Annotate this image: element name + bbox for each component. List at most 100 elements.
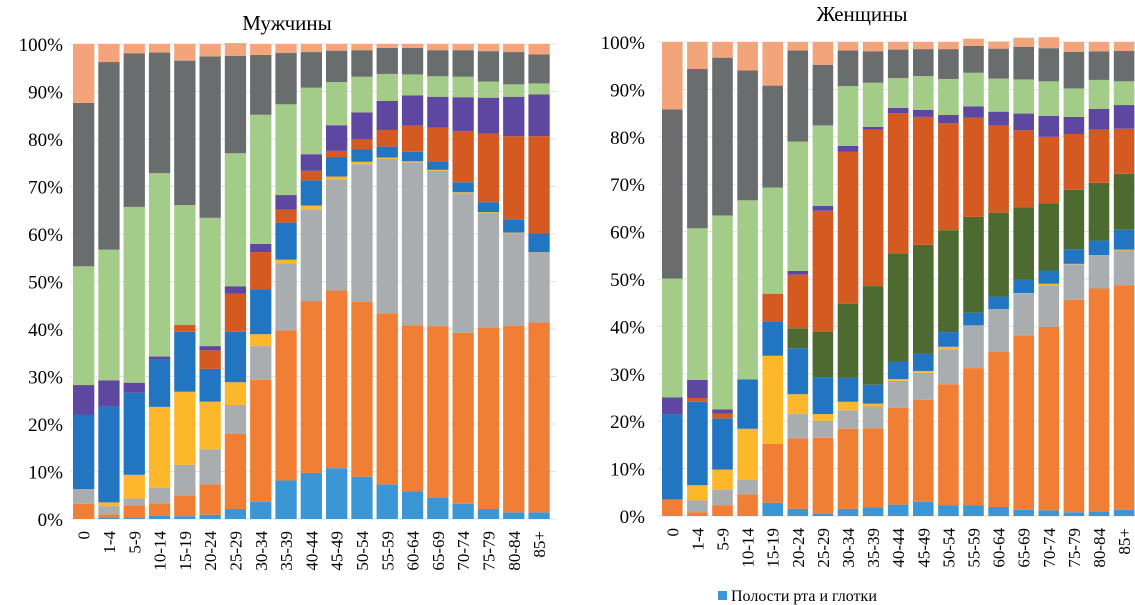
chart-men: Мужчины 0% 10% 20% 30% 40% 50% 60% 70% 80% 90% 100… — [19, 11, 556, 571]
bar-stack-40-44 — [300, 44, 322, 519]
bar-segment-s2 — [326, 179, 348, 291]
bar-segment-s3 — [452, 192, 474, 194]
x-axis-women: 0 1-4 5-9 10-14 15-19 20-24 25-29 30-34 35-39 40-… — [663, 528, 1134, 568]
bar-segment-s9 — [401, 47, 424, 75]
bar-segment-s4 — [963, 312, 984, 326]
bar-segment-s6 — [812, 210, 834, 332]
bar-segment-s7 — [963, 106, 984, 118]
bar-segment-s4 — [351, 149, 373, 162]
bar-segment-s0 — [988, 506, 1009, 516]
bars-women — [662, 37, 1135, 516]
y-tick-label: 10% — [610, 460, 645, 481]
legend-swatch-oral-cavity — [718, 591, 727, 600]
bar-segment-s10 — [250, 44, 272, 55]
bar-segment-s10 — [224, 43, 247, 56]
bar-segment-s4 — [787, 348, 809, 395]
bar-stack-15-19 — [174, 44, 196, 519]
bar-segment-s1 — [762, 443, 783, 503]
bar-segment-s7 — [351, 112, 373, 139]
bar-segment-s10 — [275, 44, 297, 54]
bar-segment-s10 — [812, 42, 834, 65]
bar-segment-s9 — [963, 45, 984, 73]
bar-stack-50-54 — [351, 44, 373, 519]
bar-segment-s10 — [477, 44, 500, 52]
x-tick-label: 85+ — [530, 531, 549, 558]
bar-segment-s4 — [401, 151, 424, 162]
bar-segment-s6 — [837, 151, 859, 304]
bar-segment-s10 — [988, 41, 1009, 49]
bar-segment-s3 — [275, 259, 297, 264]
bar-segment-s4 — [988, 296, 1009, 310]
bar-segment-s10 — [148, 44, 171, 53]
bar-segment-s7 — [452, 97, 474, 131]
bar-segment-s8 — [1038, 81, 1060, 116]
x-tick-label: 5-9 — [125, 531, 144, 554]
bar-segment-s10 — [73, 44, 95, 103]
bar-segment-s3 — [98, 502, 120, 507]
bar-segment-s3 — [123, 474, 145, 499]
bar-segment-s1 — [452, 332, 474, 504]
bar-segment-s2 — [477, 213, 500, 328]
bar-segment-s5 — [1063, 189, 1085, 250]
bar-segment-s7 — [887, 107, 909, 114]
bar-segment-s8 — [737, 200, 758, 380]
bar-segment-s3 — [687, 485, 708, 501]
bar-stack-35-39 — [275, 44, 297, 519]
y-tick-label: 30% — [28, 368, 63, 389]
bar-segment-s3 — [812, 414, 834, 421]
bar-segment-s2 — [275, 263, 297, 331]
bar-segment-s3 — [503, 232, 525, 234]
bar-segment-s3 — [199, 401, 221, 450]
x-tick-label: 1-4 — [688, 528, 707, 551]
bar-segment-s9 — [376, 47, 398, 74]
bar-segment-s8 — [1113, 81, 1135, 106]
bar-segment-s1 — [812, 437, 834, 514]
bar-segment-s1 — [712, 505, 733, 516]
bar-segment-s1 — [528, 322, 550, 513]
bar-segment-s1 — [401, 325, 424, 492]
bar-segment-s4 — [1088, 240, 1110, 256]
bar-stack-60-64 — [988, 41, 1009, 516]
legend: Полости рта и глотки — [718, 588, 877, 605]
bar-segment-s1 — [862, 428, 884, 508]
bar-segment-s7 — [224, 286, 247, 294]
bar-segment-s7 — [1013, 113, 1034, 131]
bar-stack-85+ — [1113, 42, 1135, 516]
bar-segment-s4 — [1013, 279, 1034, 294]
x-tick-label: 10-14 — [739, 528, 758, 568]
bar-segment-s7 — [73, 385, 95, 415]
bar-segment-s5 — [1038, 203, 1060, 271]
bar-segment-s0 — [224, 509, 247, 519]
bar-segment-s5 — [1013, 207, 1034, 280]
bar-segment-s2 — [148, 487, 171, 504]
bar-stack-75-79 — [477, 44, 500, 519]
bar-segment-s9 — [1013, 46, 1034, 80]
bar-segment-s9 — [98, 62, 120, 250]
bar-segment-s8 — [300, 87, 322, 155]
bar-segment-s6 — [1088, 129, 1110, 183]
bar-segment-s6 — [762, 293, 783, 322]
bar-segment-s10 — [199, 44, 221, 57]
bar-segment-s2 — [224, 405, 247, 434]
y-tick-label: 70% — [610, 175, 645, 196]
bar-segment-s4 — [199, 368, 221, 402]
bar-segment-s4 — [503, 219, 525, 233]
bar-segment-s8 — [148, 173, 171, 357]
bar-segment-s1 — [98, 514, 120, 518]
bar-segment-s7 — [1038, 115, 1060, 137]
x-tick-label: 65-69 — [1015, 528, 1034, 568]
bar-segment-s5 — [1113, 173, 1135, 230]
bar-segment-s1 — [1088, 288, 1110, 512]
bar-segment-s9 — [503, 52, 525, 85]
bar-segment-s8 — [837, 86, 859, 146]
x-tick-label: 35-39 — [864, 528, 883, 568]
bar-segment-s1 — [224, 433, 247, 510]
bar-segment-s6 — [477, 133, 500, 203]
y-tick-label: 80% — [28, 130, 63, 151]
bar-segment-s5 — [862, 286, 884, 385]
bar-segment-s8 — [376, 73, 398, 101]
bar-segment-s1 — [737, 494, 758, 516]
y-tick-label: 0% — [38, 510, 64, 531]
bar-segment-s4 — [452, 182, 474, 193]
x-tick-label: 25-29 — [814, 528, 833, 568]
